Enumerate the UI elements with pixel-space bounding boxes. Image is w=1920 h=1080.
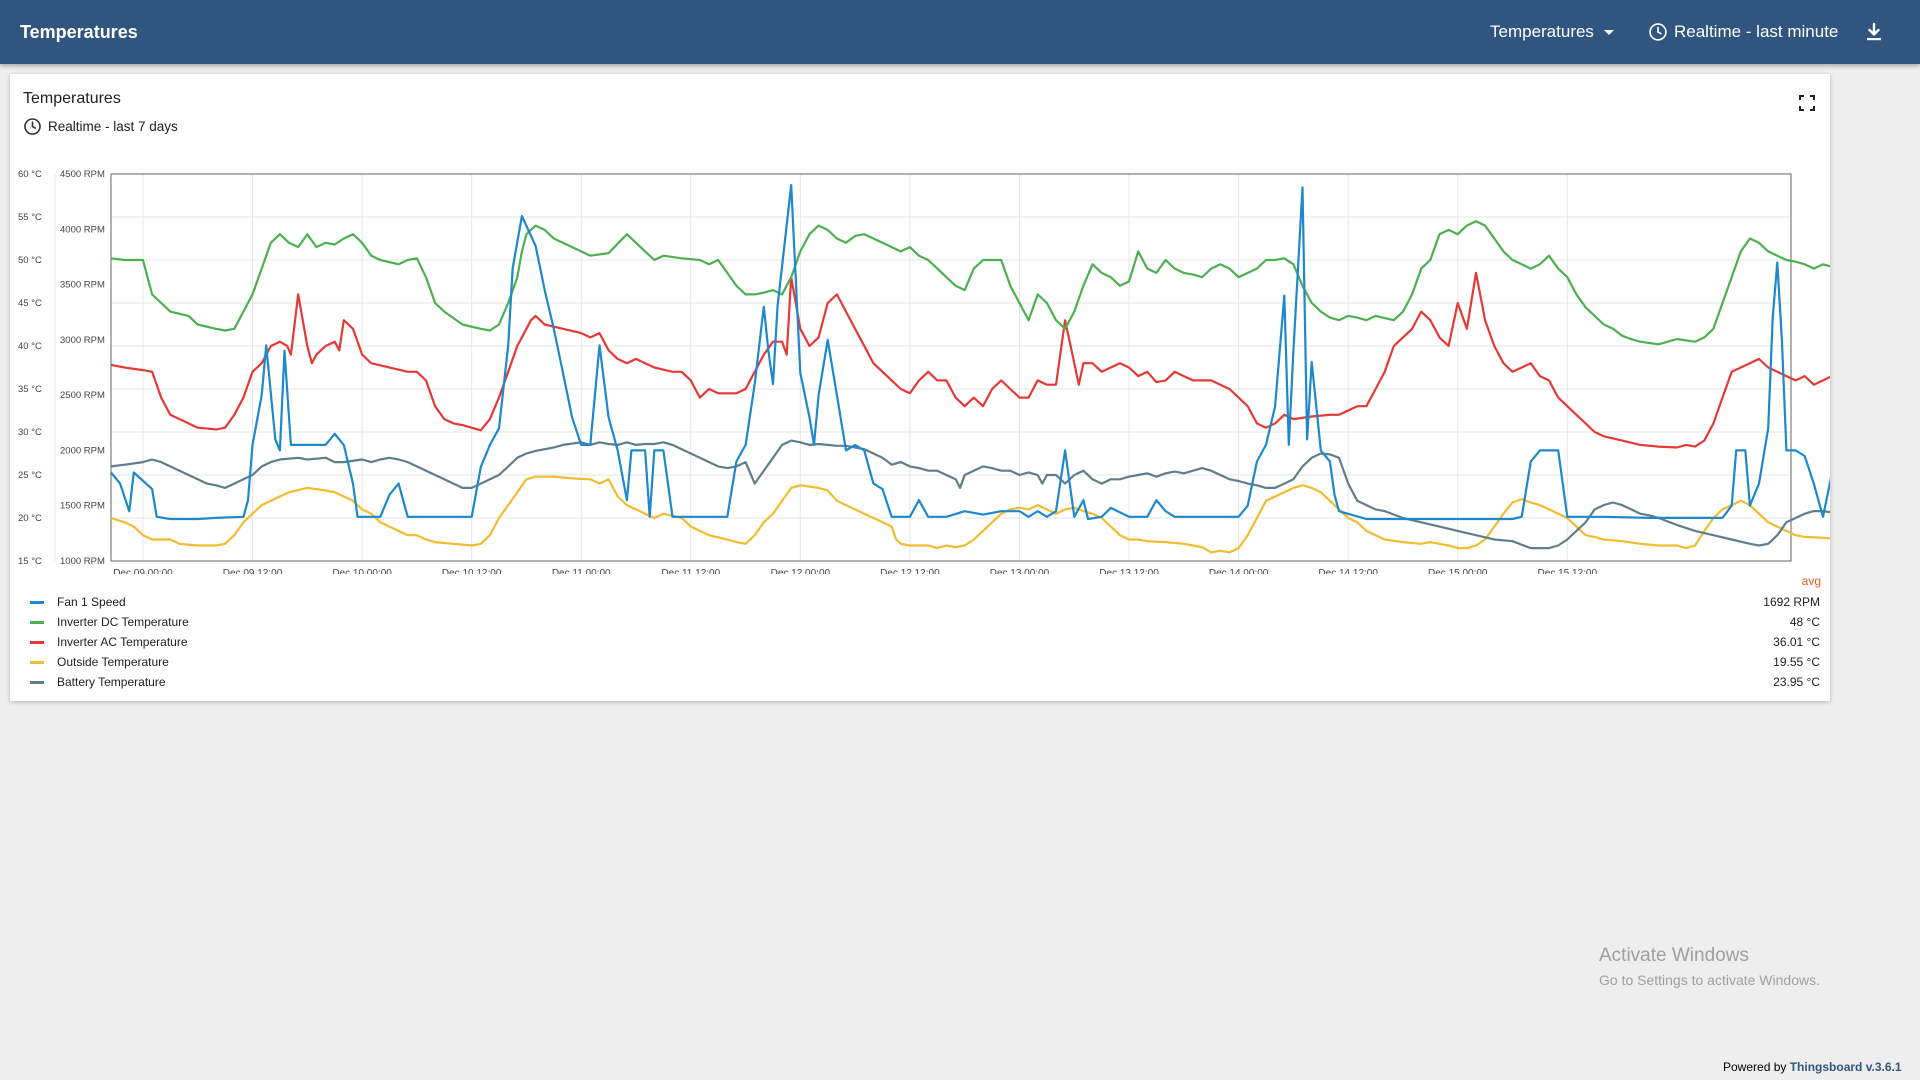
widget-timewindow-label: Realtime - last 7 days bbox=[48, 119, 178, 134]
download-icon[interactable] bbox=[1862, 20, 1886, 44]
legend-label: Outside Temperature bbox=[57, 655, 169, 669]
plot-border bbox=[110, 173, 1792, 562]
y-left-tick-label: 60 °C bbox=[18, 169, 42, 180]
top-toolbar: Temperatures Temperatures Realtime - las… bbox=[0, 0, 1920, 64]
x-tick-label: Dec 10 12:00 bbox=[442, 568, 502, 574]
legend-item[interactable]: Outside Temperature 19.55 °C bbox=[22, 652, 1820, 672]
fullscreen-icon[interactable] bbox=[1798, 94, 1816, 112]
x-tick-label: Dec 14 12:00 bbox=[1318, 568, 1378, 574]
dashboard-state-label: Temperatures bbox=[1490, 22, 1594, 41]
x-tick-label: Dec 10 00:00 bbox=[332, 568, 392, 574]
x-tick-label: Dec 13 12:00 bbox=[1099, 568, 1159, 574]
y-right-tick-label: 3500 RPM bbox=[60, 280, 105, 291]
legend-label: Inverter DC Temperature bbox=[57, 615, 189, 629]
legend-avg-value: 23.95 °C bbox=[1773, 675, 1820, 689]
legend-label: Fan 1 Speed bbox=[57, 595, 126, 609]
y-left-tick-label: 35 °C bbox=[18, 384, 42, 395]
x-tick-label: Dec 09 12:00 bbox=[223, 568, 283, 574]
legend-label: Battery Temperature bbox=[57, 675, 166, 689]
x-tick-label: Dec 12 12:00 bbox=[880, 568, 940, 574]
powered-by-label: Powered by bbox=[1723, 1060, 1787, 1074]
chevron-down-icon bbox=[1603, 29, 1614, 35]
legend-avg-header: avg bbox=[1801, 574, 1821, 588]
legend-swatch bbox=[30, 620, 44, 624]
series-line-inverter-dc-temperature[interactable] bbox=[110, 220, 1830, 346]
clock-icon bbox=[24, 118, 41, 135]
y-left-tick-label: 50 °C bbox=[18, 255, 42, 266]
legend-avg-value: 48 °C bbox=[1789, 615, 1820, 629]
legend-avg-value: 1692 RPM bbox=[1763, 595, 1820, 609]
timewindow-button[interactable]: Realtime - last minute bbox=[1648, 0, 1838, 64]
dashboard-state-select[interactable]: Temperatures bbox=[1490, 0, 1614, 64]
series-line-battery-temperature[interactable] bbox=[110, 439, 1830, 550]
legend-avg-value: 36.01 °C bbox=[1773, 635, 1820, 649]
series-line-inverter-ac-temperature[interactable] bbox=[110, 271, 1830, 449]
windows-activation-hint: Go to Settings to activate Windows. bbox=[1599, 972, 1820, 988]
dashboard-title: Temperatures bbox=[20, 22, 138, 42]
x-tick-label: Dec 11 00:00 bbox=[552, 568, 611, 574]
y-left-tick-label: 45 °C bbox=[18, 298, 42, 309]
y-left-tick-label: 55 °C bbox=[18, 212, 42, 223]
x-tick-label: Dec 14 00:00 bbox=[1209, 568, 1269, 574]
y-right-tick-label: 1000 RPM bbox=[60, 556, 105, 567]
windows-activation-title: Activate Windows bbox=[1599, 945, 1749, 966]
clock-icon bbox=[1649, 23, 1667, 41]
widget-title: Temperatures bbox=[23, 90, 121, 107]
y-left-tick-label: 15 °C bbox=[18, 556, 42, 567]
y-right-tick-label: 3000 RPM bbox=[60, 335, 105, 346]
series-line-fan-1-speed[interactable] bbox=[110, 184, 1830, 521]
legend-swatch bbox=[30, 660, 44, 664]
x-tick-label: Dec 12 00:00 bbox=[771, 568, 831, 574]
legend-swatch bbox=[30, 600, 44, 604]
y-right-tick-label: 4000 RPM bbox=[60, 224, 105, 235]
series-line-outside-temperature[interactable] bbox=[110, 475, 1830, 554]
y-right-tick-label: 1500 RPM bbox=[60, 501, 105, 512]
x-tick-label: Dec 11 12:00 bbox=[661, 568, 720, 574]
y-right-tick-label: 2000 RPM bbox=[60, 445, 105, 456]
legend-swatch bbox=[30, 640, 44, 644]
y-left-tick-label: 30 °C bbox=[18, 427, 42, 438]
legend-avg-value: 19.55 °C bbox=[1773, 655, 1820, 669]
y-right-tick-label: 4500 RPM bbox=[60, 169, 105, 180]
timewindow-label: Realtime - last minute bbox=[1674, 22, 1839, 41]
legend-item[interactable]: Battery Temperature 23.95 °C bbox=[22, 672, 1820, 692]
y-right-tick-label: 2500 RPM bbox=[60, 390, 105, 401]
powered-by-footer: Powered by Thingsboard v.3.6.1 bbox=[1723, 1060, 1902, 1074]
legend-swatch bbox=[30, 680, 44, 684]
x-tick-label: Dec 15 00:00 bbox=[1428, 568, 1488, 574]
x-tick-label: Dec 13 00:00 bbox=[990, 568, 1050, 574]
legend-item[interactable]: Inverter AC Temperature 36.01 °C bbox=[22, 632, 1820, 652]
chart-widget: Temperatures Realtime - last 7 days Dec … bbox=[10, 74, 1830, 701]
legend-item[interactable]: Fan 1 Speed 1692 RPM bbox=[22, 592, 1820, 612]
x-tick-label: Dec 09 00:00 bbox=[113, 568, 173, 574]
legend-item[interactable]: Inverter DC Temperature 48 °C bbox=[22, 612, 1820, 632]
y-left-tick-label: 25 °C bbox=[18, 470, 42, 481]
x-tick-label: Dec 15 12:00 bbox=[1538, 568, 1598, 574]
thingsboard-link[interactable]: Thingsboard v.3.6.1 bbox=[1789, 1060, 1902, 1074]
y-left-tick-label: 20 °C bbox=[18, 513, 42, 524]
y-left-tick-label: 40 °C bbox=[18, 341, 42, 352]
widget-timewindow: Realtime - last 7 days bbox=[23, 117, 178, 136]
time-series-chart[interactable]: Dec 09 00:00 Dec 09 12:00 Dec 10 00:00 Dec … bbox=[10, 154, 1830, 574]
legend-label: Inverter AC Temperature bbox=[57, 635, 188, 649]
